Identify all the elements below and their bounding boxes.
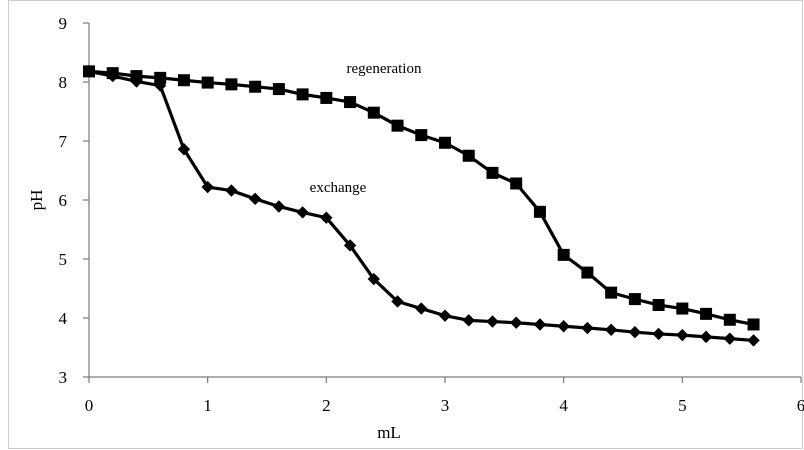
data-point-regeneration	[533, 205, 546, 218]
axes: 3 4 5 6 7 8 9 0 1 2 3 4 5 6	[59, 14, 804, 415]
x-tick-label: 1	[203, 396, 212, 415]
data-point-regeneration	[320, 91, 333, 104]
data-point-exchange	[533, 318, 547, 331]
data-point-regeneration	[439, 136, 451, 149]
data-point-exchange	[106, 69, 119, 83]
data-point-exchange	[343, 239, 357, 252]
data-point-exchange	[296, 206, 309, 219]
data-point-regeneration	[486, 166, 499, 179]
data-point-exchange	[628, 325, 642, 339]
x-tick-label: 6	[797, 396, 804, 415]
x-axis-title: mL	[377, 423, 401, 442]
data-point-regeneration	[391, 119, 404, 132]
data-point-exchange	[462, 314, 475, 327]
data-point-regeneration	[415, 129, 428, 142]
series-exchange	[82, 65, 760, 347]
data-point-exchange	[510, 316, 523, 329]
data-point-exchange	[225, 184, 238, 197]
series-label-exchange: exchange	[310, 180, 367, 196]
data-point-regeneration	[249, 80, 262, 93]
data-point-exchange	[130, 75, 143, 88]
data-point-exchange	[154, 79, 167, 92]
data-point-exchange	[604, 323, 618, 336]
y-tick-label: 6	[59, 191, 68, 210]
data-point-exchange	[367, 272, 380, 286]
data-point-regeneration	[723, 313, 736, 326]
data-point-regeneration	[296, 88, 309, 101]
data-point-regeneration	[344, 96, 357, 109]
chart-border	[8, 0, 803, 449]
x-tick-label: 0	[85, 396, 94, 415]
x-tick-label: 3	[441, 396, 450, 415]
y-tick-label: 5	[59, 250, 68, 269]
data-point-regeneration	[605, 286, 618, 299]
x-tick-label: 5	[678, 396, 687, 415]
data-point-exchange	[747, 334, 760, 347]
data-point-regeneration	[367, 106, 380, 119]
y-axis-title: pH	[27, 190, 46, 211]
y-tick-label: 3	[59, 368, 68, 387]
data-point-regeneration	[628, 293, 641, 306]
data-point-regeneration	[557, 248, 570, 261]
data-point-exchange	[82, 65, 96, 78]
data-point-exchange	[391, 295, 404, 308]
data-point-exchange	[723, 332, 736, 345]
data-point-exchange	[272, 200, 286, 213]
y-tick-label: 9	[59, 14, 68, 33]
data-point-exchange	[652, 327, 665, 341]
data-point-regeneration	[510, 177, 523, 190]
data-point-exchange	[557, 320, 570, 333]
data-point-regeneration	[581, 266, 594, 279]
data-point-regeneration	[462, 149, 475, 162]
data-point-exchange	[699, 330, 713, 344]
data-point-exchange	[320, 211, 333, 224]
x-tick-label: 4	[559, 396, 568, 415]
data-point-exchange	[248, 192, 262, 206]
series-line-regeneration	[87, 69, 756, 327]
data-point-regeneration	[154, 71, 167, 84]
data-point-exchange	[177, 143, 191, 156]
data-point-exchange	[581, 321, 594, 335]
data-point-regeneration	[272, 83, 285, 96]
data-point-regeneration	[652, 299, 665, 312]
data-point-regeneration	[201, 76, 214, 89]
x-tick-label: 2	[322, 396, 331, 415]
data-point-regeneration	[676, 302, 689, 315]
data-point-exchange	[438, 309, 452, 322]
series-label-regeneration: regeneration	[347, 61, 422, 77]
data-point-regeneration	[177, 74, 190, 87]
series-regeneration	[83, 65, 760, 331]
labels-layer: mL pH regeneration exchange	[27, 61, 422, 442]
data-point-exchange	[486, 315, 499, 328]
data-point-exchange	[201, 180, 214, 194]
y-tick-label: 4	[59, 309, 68, 328]
series-layer	[82, 65, 760, 347]
y-tick-label: 8	[59, 73, 68, 92]
data-point-exchange	[415, 302, 428, 315]
data-point-regeneration	[225, 78, 238, 91]
data-point-regeneration	[747, 318, 760, 331]
y-tick-label: 7	[59, 132, 68, 151]
data-point-regeneration	[700, 307, 713, 320]
data-point-exchange	[676, 328, 689, 342]
